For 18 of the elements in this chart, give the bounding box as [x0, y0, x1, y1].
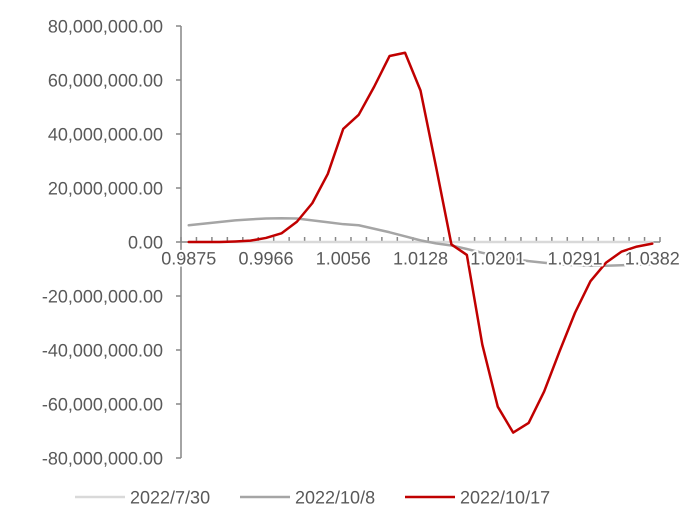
x-tick-label: 1.0201: [470, 248, 526, 268]
x-tick-label: 1.0056: [316, 248, 371, 268]
x-tick-label: 1.0382: [624, 248, 680, 268]
x-tick-label: 0.9966: [238, 248, 294, 268]
y-tick-label: -20,000,000.00: [42, 286, 163, 306]
y-tick-label: 20,000,000.00: [48, 178, 163, 198]
y-tick-label: -80,000,000.00: [42, 448, 163, 468]
y-tick-label: -40,000,000.00: [42, 340, 163, 360]
y-tick-label: 40,000,000.00: [48, 124, 163, 144]
y-tick-label: 0.00: [128, 232, 163, 252]
legend-label: 2022/10/8: [295, 487, 376, 508]
y-tick-label: 60,000,000.00: [48, 70, 163, 90]
y-tick-label: -60,000,000.00: [42, 394, 163, 414]
legend-label: 2022/7/30: [130, 487, 210, 508]
x-tick-label: 1.0291: [547, 248, 603, 268]
legend-label: 2022/10/17: [460, 487, 550, 508]
y-tick-label: 80,000,000.00: [48, 16, 163, 36]
x-tick-label: 1.0128: [392, 248, 448, 268]
